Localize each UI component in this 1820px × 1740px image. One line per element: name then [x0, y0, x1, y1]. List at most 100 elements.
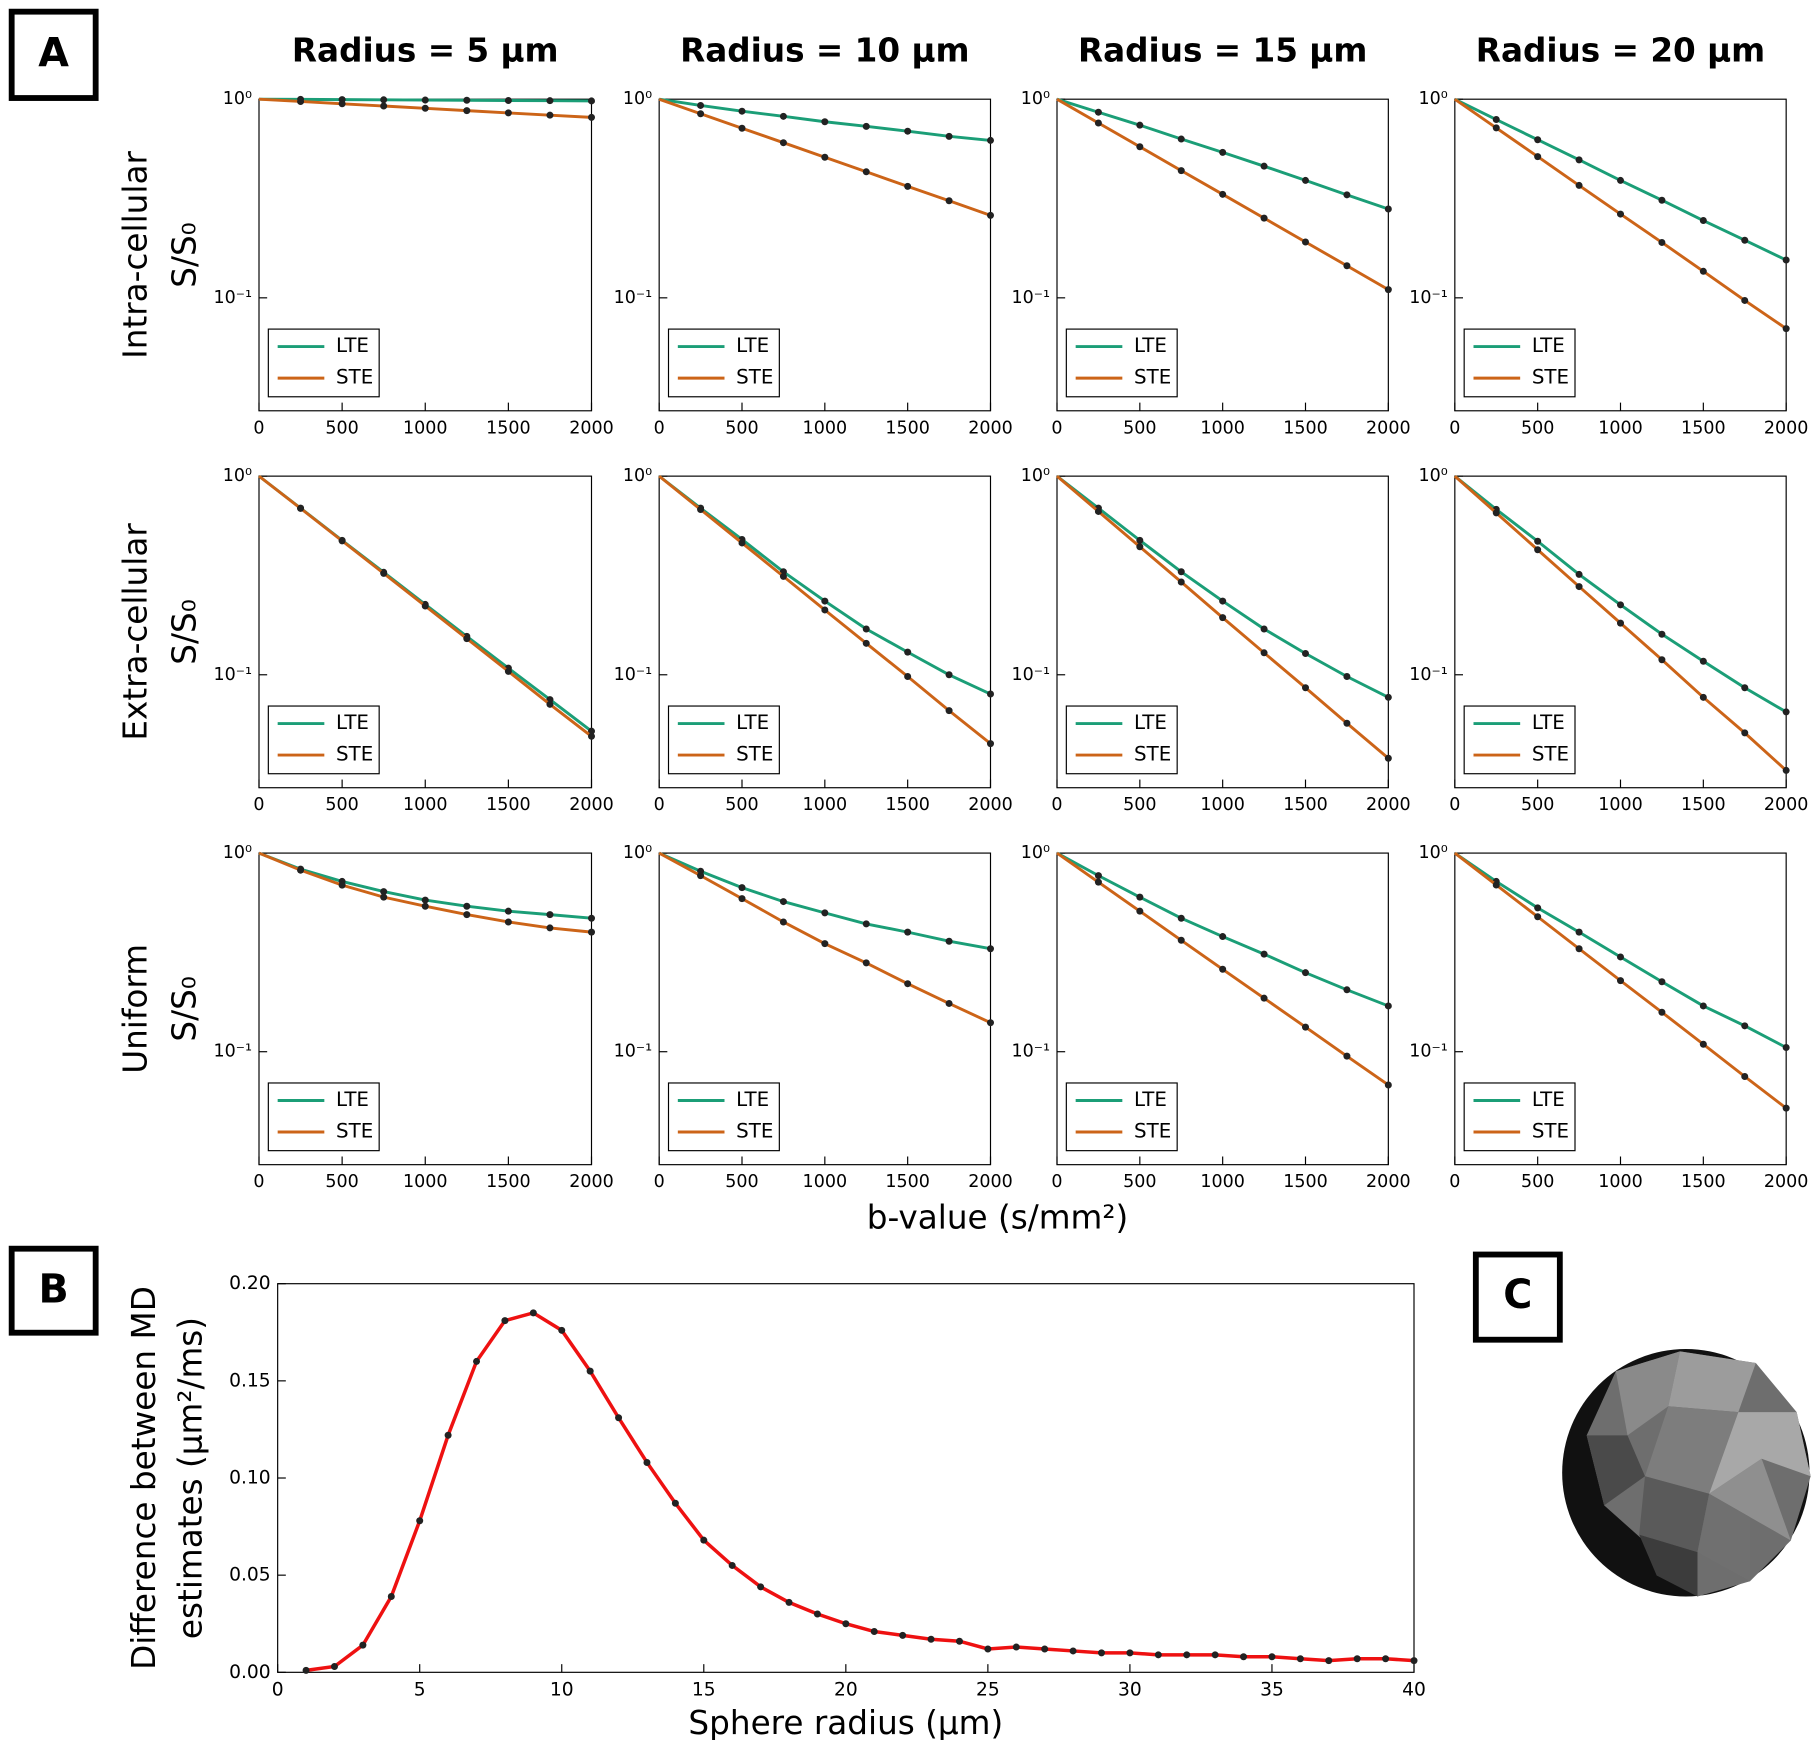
- data-point: [558, 1326, 566, 1334]
- data-point: [1699, 657, 1707, 665]
- data-point: [821, 940, 829, 948]
- data-point: [588, 727, 595, 735]
- data-point: [1782, 325, 1790, 333]
- data-point: [380, 893, 388, 901]
- data-point: [1617, 601, 1624, 609]
- data-point: [297, 97, 305, 105]
- legend-box: [1463, 1082, 1576, 1152]
- data-point: [870, 1628, 878, 1636]
- data-point: [1136, 121, 1144, 129]
- y-axis-label: Extra-cellular: [117, 523, 155, 741]
- data-point: [416, 1517, 424, 1525]
- data-point: [380, 102, 388, 110]
- y-tick-label: 10⁰: [223, 843, 252, 863]
- data-point: [1534, 136, 1542, 144]
- data-point: [1617, 953, 1624, 961]
- data-point: [302, 1666, 310, 1674]
- x-tick-label: 500: [1123, 795, 1156, 815]
- data-point: [945, 197, 953, 205]
- data-point: [987, 136, 994, 144]
- data-point: [1782, 1104, 1790, 1112]
- data-point: [738, 107, 746, 115]
- data-point: [1782, 256, 1790, 264]
- data-point: [862, 122, 870, 130]
- data-point: [987, 211, 994, 219]
- data-point: [987, 690, 994, 698]
- data-point: [1353, 1655, 1361, 1663]
- data-point: [1302, 649, 1309, 657]
- data-point: [945, 132, 953, 140]
- data-point: [504, 109, 512, 117]
- panel-label: A: [38, 31, 69, 77]
- x-tick-label: 0: [253, 418, 264, 438]
- data-point: [904, 648, 912, 656]
- data-point: [1260, 214, 1268, 222]
- data-point: [338, 100, 346, 108]
- x-tick-label: 500: [325, 1172, 358, 1192]
- data-point: [1094, 108, 1102, 116]
- x-tick-label: 1000: [803, 795, 848, 815]
- data-point: [1094, 507, 1102, 515]
- x-axis-label: Sphere radius (μm): [688, 1704, 1003, 1740]
- data-point: [1343, 986, 1351, 994]
- y-tick-label: 10⁻¹: [213, 288, 252, 308]
- data-point: [1699, 217, 1707, 225]
- data-point: [1260, 950, 1268, 958]
- data-point: [1699, 1040, 1707, 1048]
- data-point: [1177, 914, 1185, 922]
- data-point: [421, 104, 429, 112]
- data-point: [546, 97, 554, 105]
- shared-x-label: b-value (s/mm²): [867, 1199, 1128, 1237]
- legend-box: [667, 705, 780, 775]
- data-point: [1534, 546, 1542, 554]
- legend-label: STE: [1532, 743, 1569, 766]
- y-tick-label: 10⁰: [1021, 89, 1050, 109]
- y-tick-label: 0.20: [229, 1273, 271, 1294]
- data-point: [1343, 262, 1351, 270]
- y-tick-label: 0.15: [229, 1370, 271, 1391]
- data-point: [904, 127, 912, 135]
- x-tick-label: 1500: [486, 795, 531, 815]
- data-point: [1384, 286, 1392, 294]
- data-point: [643, 1458, 651, 1466]
- x-tick-label: 20: [834, 1679, 858, 1700]
- data-point: [588, 914, 595, 922]
- x-tick-label: 0: [1051, 795, 1062, 815]
- data-point: [984, 1645, 992, 1653]
- legend-box: [1065, 705, 1178, 775]
- x-tick-label: 0: [253, 795, 264, 815]
- x-tick-label: 0: [1051, 418, 1062, 438]
- x-tick-label: 1000: [1200, 1172, 1245, 1192]
- data-point: [955, 1637, 963, 1645]
- data-point: [504, 96, 512, 104]
- data-point: [1136, 543, 1144, 551]
- data-point: [779, 572, 787, 580]
- legend-box: [667, 1082, 780, 1152]
- y-axis-label: Difference between MD: [125, 1286, 163, 1670]
- data-point: [1302, 238, 1309, 246]
- data-point: [1575, 928, 1583, 936]
- data-point: [1492, 509, 1500, 517]
- data-point: [588, 928, 595, 936]
- x-tick-label: 2000: [1366, 418, 1411, 438]
- y-tick-label: 10⁻¹: [614, 1042, 653, 1062]
- data-point: [1699, 1002, 1707, 1010]
- x-tick-label: 1000: [803, 418, 848, 438]
- legend-label: STE: [1134, 1119, 1171, 1142]
- data-point: [501, 1317, 509, 1325]
- data-point: [842, 1620, 850, 1628]
- data-point: [1575, 945, 1583, 953]
- x-tick-label: 1500: [1283, 795, 1328, 815]
- legend-label: LTE: [1532, 711, 1565, 734]
- y-axis-label: S/S₀: [166, 599, 204, 665]
- y-tick-label: 10⁻¹: [213, 1042, 252, 1062]
- data-point: [1343, 719, 1351, 727]
- data-point: [821, 597, 829, 605]
- data-point: [1177, 568, 1185, 576]
- data-point: [813, 1610, 821, 1618]
- legend-label: LTE: [336, 1088, 369, 1111]
- x-tick-label: 2000: [968, 1172, 1013, 1192]
- legend-box: [267, 1082, 380, 1152]
- y-tick-label: 10⁻¹: [213, 665, 252, 685]
- y-tick-label: 10⁰: [223, 466, 252, 486]
